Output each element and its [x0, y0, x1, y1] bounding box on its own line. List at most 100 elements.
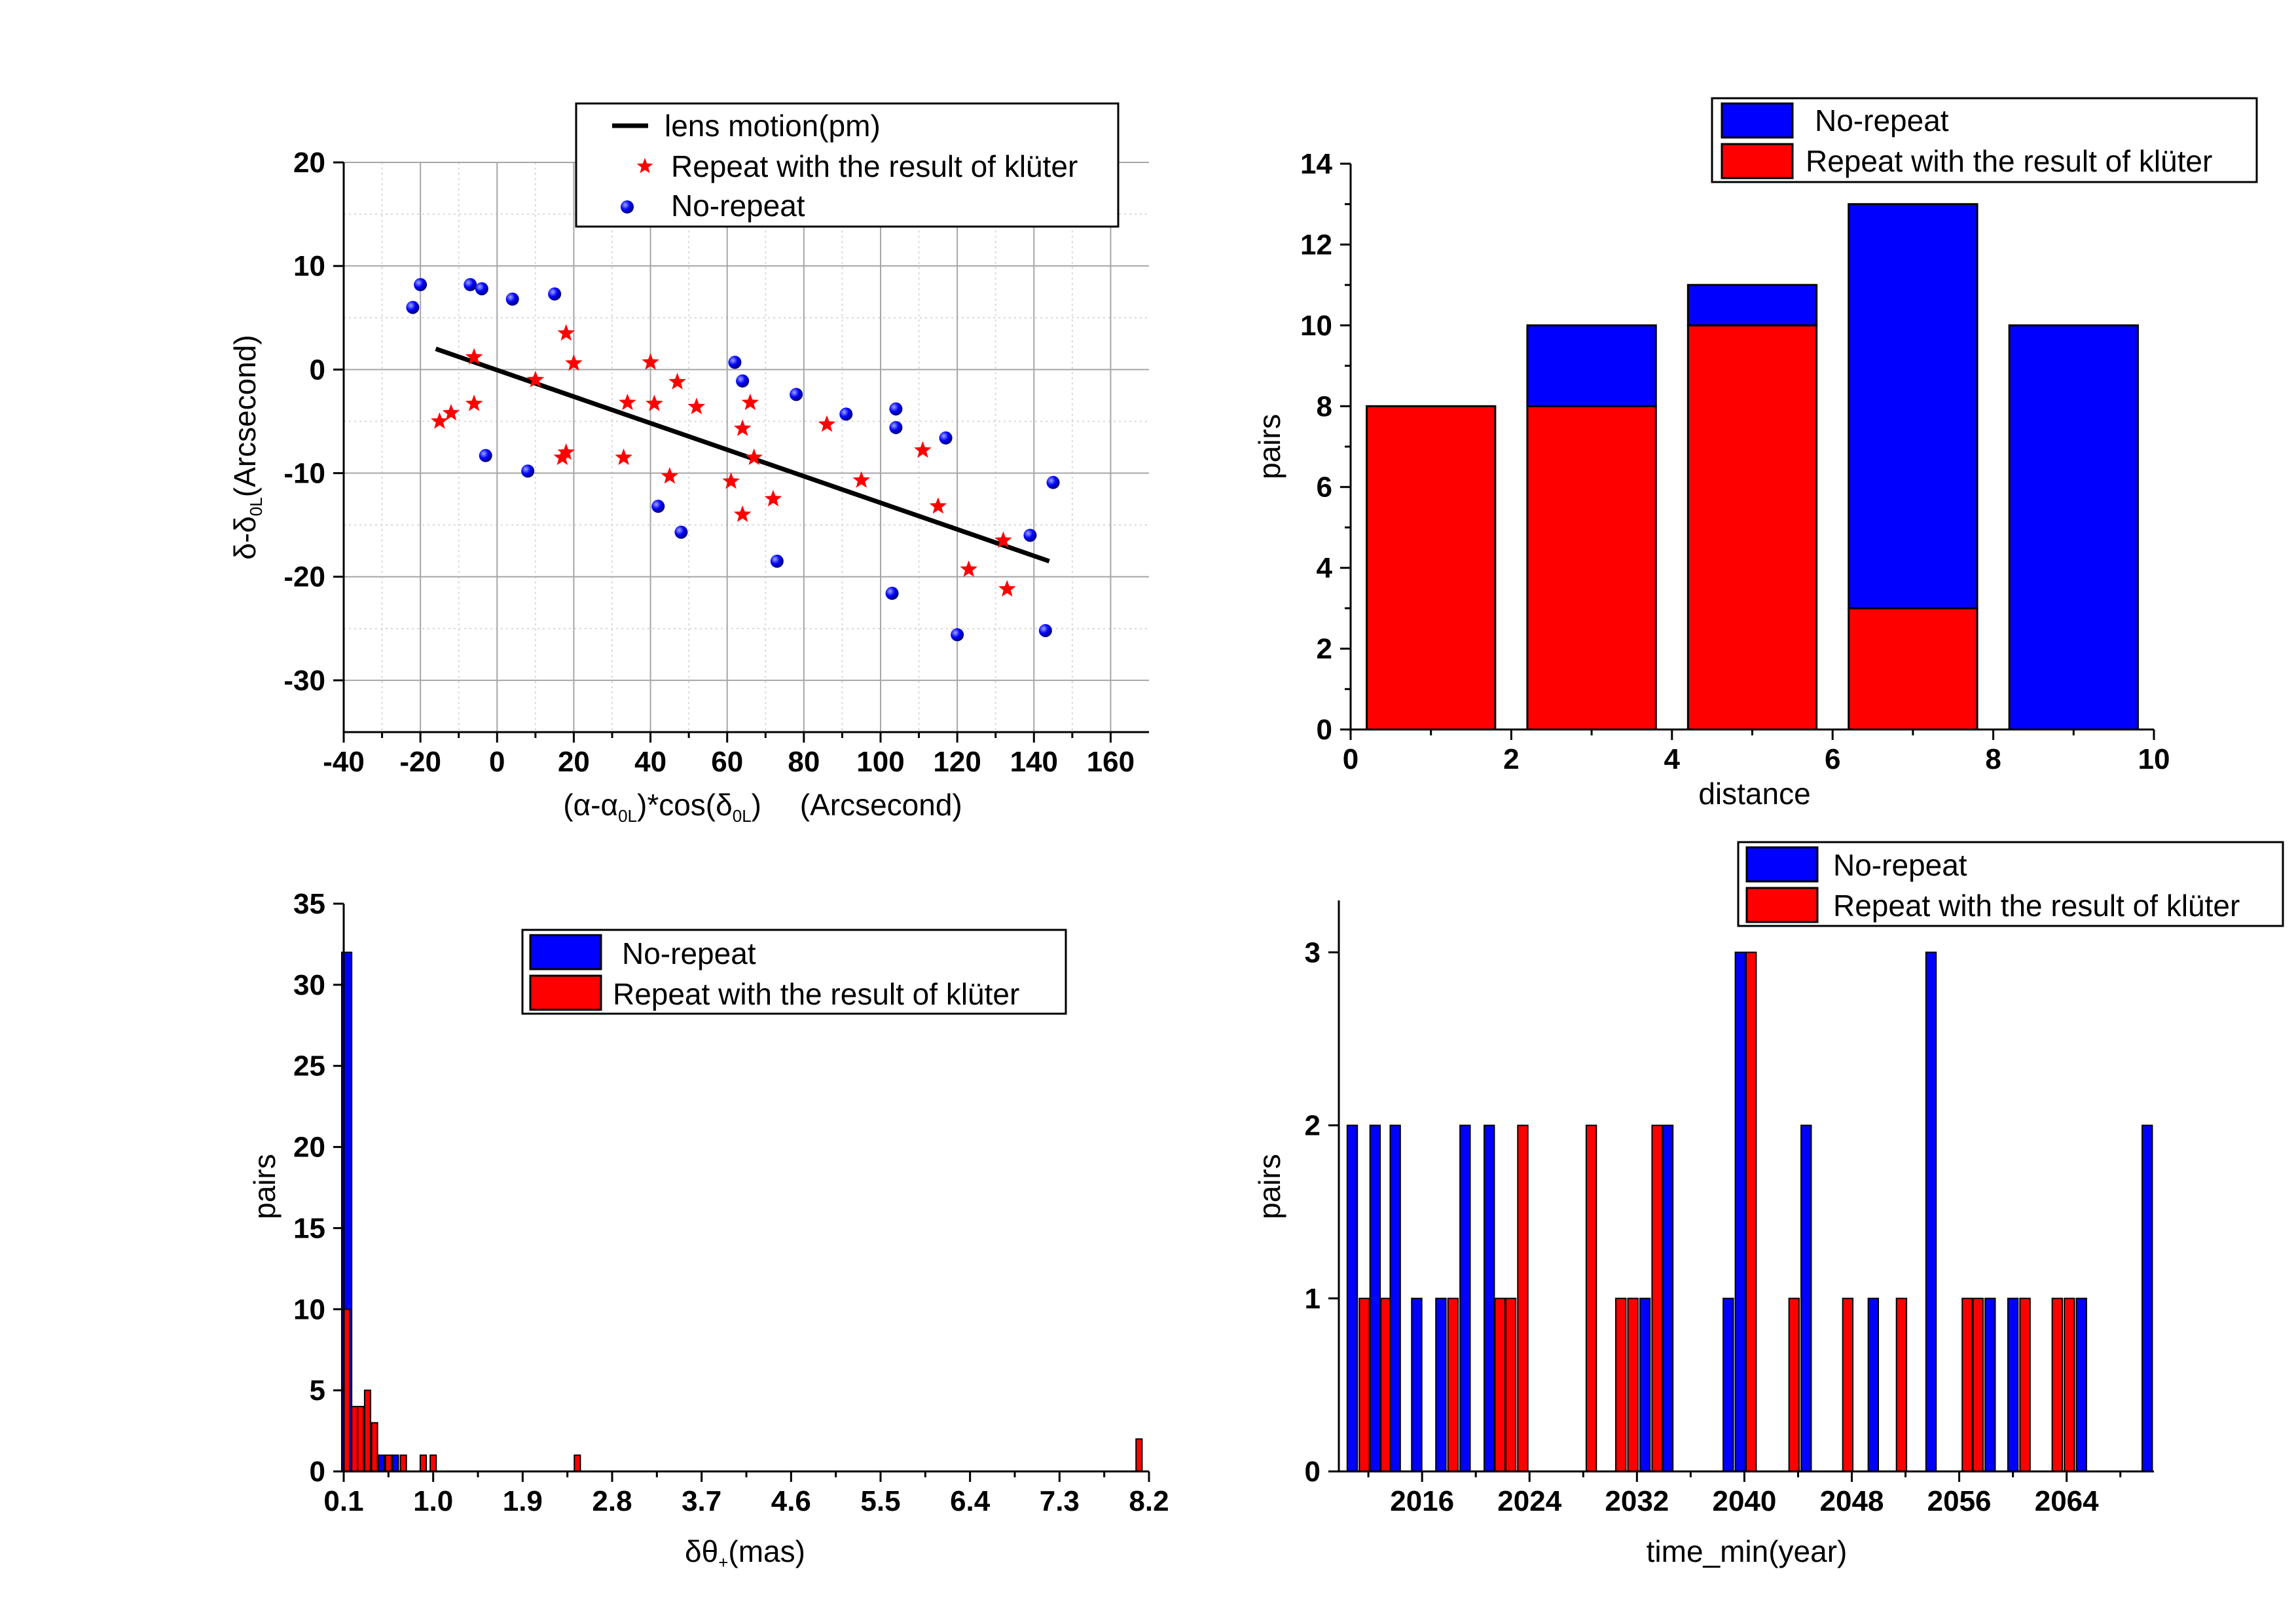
dtheta-bar-repeat [363, 1390, 372, 1472]
distance-panel: 0 2 4 6 8 10 14 12 10 8 6 4 2 0 distance pairs No-repeat… [1252, 97, 2258, 811]
scatter-point-no-repeat [885, 587, 899, 600]
legend-label-repeat: Repeat with the result of klüter [1833, 889, 2240, 923]
time-bar-no-repeat [1389, 1124, 1401, 1472]
distance-legend-box [1711, 97, 2258, 183]
legend-label-no-repeat: No-repeat [1815, 103, 1949, 138]
scatter-point-no-repeat [475, 282, 488, 295]
time-bar-repeat [1447, 1297, 1459, 1472]
time-bar-repeat [1585, 1124, 1597, 1472]
time-bar-no-repeat [1484, 1124, 1495, 1472]
time-bar-repeat [1494, 1297, 1506, 1472]
time-bar-repeat [1615, 1297, 1627, 1472]
time-legend-box [1737, 841, 2284, 927]
distance-bars [1366, 203, 2139, 731]
scatter-x-tick-label: -20 [399, 746, 441, 778]
time-x-title: time_min(year) [1647, 1534, 1848, 1568]
time-bar-repeat [1651, 1124, 1663, 1472]
scatter-grid [344, 162, 1149, 732]
dtheta-y-tick-label: 10 [293, 1293, 325, 1325]
legend-label-repeat: Repeat with the result of klüter [1806, 144, 2212, 178]
distance-y-title: pairs [1252, 414, 1286, 479]
scatter-point-no-repeat [1046, 475, 1060, 489]
scatter-point-repeat [764, 490, 782, 507]
time-bars [1346, 951, 2153, 1472]
distance-y-tick-label: 2 [1317, 633, 1332, 665]
dtheta-y-title: pairs [247, 1154, 282, 1219]
distance-bar-no-repeat [1848, 203, 1978, 610]
scatter-point-no-repeat [505, 292, 519, 306]
distance-y-tick-label: 12 [1300, 229, 1332, 261]
scatter-point-no-repeat [1023, 528, 1037, 542]
dtheta-y-tick-label: 5 [310, 1375, 325, 1407]
time-y-tick-label: 3 [1305, 936, 1321, 969]
scatter-point-repeat [646, 394, 663, 411]
dtheta-x-tick-label: 2.8 [592, 1485, 632, 1517]
dtheta-bar-repeat [1135, 1438, 1143, 1472]
scatter-point-repeat [687, 397, 706, 415]
legend-label-repeat: Repeat with the result of klüter [671, 149, 1078, 183]
dtheta-x-title-part-2: (mas) [728, 1534, 805, 1568]
scatter-point-repeat [998, 580, 1016, 597]
dtheta-y-tick-label: 35 [293, 888, 325, 920]
time-y-tick-label: 0 [1305, 1456, 1321, 1488]
scatter-point-repeat [741, 394, 759, 411]
dtheta-x-tick-label: 8.2 [1129, 1485, 1169, 1517]
scatter-point-repeat [615, 448, 632, 466]
scatter-point-repeat [722, 472, 740, 489]
scatter-y-tick-label: 20 [293, 147, 325, 179]
time-bar-no-repeat [1867, 1297, 1880, 1472]
dtheta-y-tick-label: 20 [293, 1132, 325, 1164]
scatter-point-repeat [929, 497, 947, 514]
time-bar-repeat [1842, 1297, 1854, 1472]
time-bar-no-repeat [2141, 1124, 2153, 1472]
dtheta-y-tick-label: 0 [310, 1456, 325, 1488]
legend-swatch-repeat [1721, 143, 1794, 179]
time-bar-no-repeat [1459, 1124, 1471, 1472]
scatter-point-no-repeat [728, 356, 742, 369]
distance-ticks: 0 2 4 6 8 10 14 12 10 8 6 4 2 0 [1300, 148, 2170, 775]
dtheta-bars [340, 951, 1143, 1473]
scatter-x-tick-label: -40 [323, 746, 365, 778]
scatter-x-tick-label: 160 [1087, 746, 1135, 778]
scatter-point-repeat [465, 394, 483, 411]
scatter-point-repeat [668, 373, 686, 390]
distance-x-tick-label: 0 [1343, 743, 1358, 775]
dtheta-ticks: 0.1 1.0 1.9 2.8 3.7 4.6 5.5 6.4 7.3 8.2 35 30 25 20 15… [293, 888, 1169, 1517]
time-bar-no-repeat [1411, 1297, 1423, 1472]
time-bar-repeat [2064, 1297, 2075, 1472]
time-x-tick-label: 2016 [1390, 1485, 1454, 1517]
scatter-point-repeat [642, 353, 659, 370]
scatter-point-repeat [565, 354, 583, 371]
scatter-y-title-part-0: δ-δ [228, 516, 262, 560]
distance-y-tick-label: 0 [1317, 714, 1332, 746]
time-legend: No-repeat Repeat with the result of klüte… [1737, 841, 2284, 927]
time-bar-repeat [1895, 1297, 1908, 1472]
scatter-y-tick-label: 10 [293, 250, 325, 282]
scatter-point-no-repeat [464, 278, 477, 291]
distance-x-tick-label: 4 [1664, 743, 1681, 775]
legend-label-no-repeat: No-repeat [671, 189, 805, 223]
scatter-x-tick-label: 140 [1010, 746, 1058, 778]
scatter-x-title-part-2: )*cos(δ [637, 788, 733, 822]
time-x-tick-label: 2064 [2035, 1485, 2099, 1517]
time-bar-repeat [1972, 1297, 1984, 1472]
distance-x-tick-label: 10 [2138, 743, 2170, 775]
distance-bar-no-repeat [1526, 324, 1657, 407]
scatter-point-repeat [733, 505, 752, 523]
scatter-point-repeat [994, 531, 1012, 548]
scatter-point-no-repeat [770, 555, 784, 568]
scatter-legend: lens motion(pm) Repeat with the result of… [575, 102, 1120, 228]
dtheta-bar-repeat [429, 1454, 437, 1472]
time-bar-repeat [1961, 1297, 1973, 1472]
scatter-point-repeat [557, 324, 575, 341]
time-bar-repeat [1627, 1297, 1639, 1472]
scatter-series-repeat [431, 324, 1016, 597]
legend-label-no-repeat: No-repeat [622, 936, 756, 970]
scatter-point-repeat [745, 448, 763, 466]
dtheta-x-tick-label: 5.5 [860, 1485, 900, 1517]
time-x-tick-label: 2056 [1927, 1485, 1992, 1517]
legend-swatch-no-repeat [1745, 846, 1819, 883]
scatter-point-no-repeat [889, 402, 903, 416]
legend-label-no-repeat: No-repeat [1833, 848, 1967, 882]
time-bar-no-repeat [1369, 1124, 1381, 1472]
